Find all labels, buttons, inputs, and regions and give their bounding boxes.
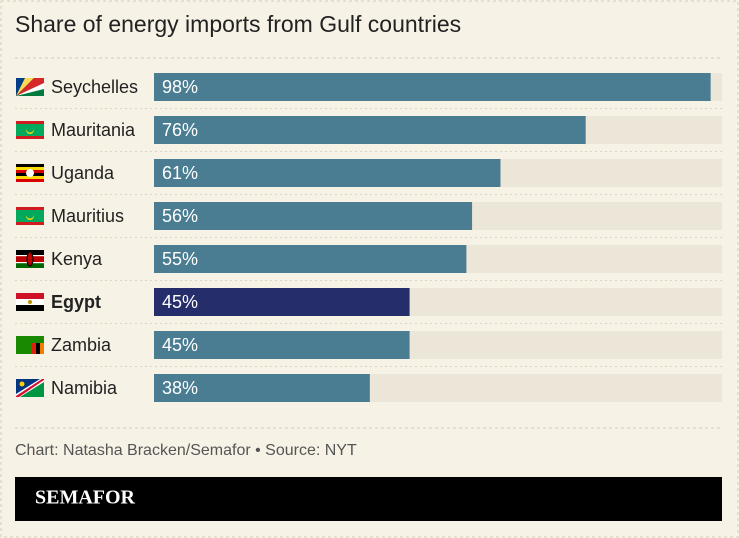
flag: [16, 121, 44, 139]
bar: [154, 245, 467, 273]
category-label: Mauritania: [51, 120, 136, 140]
value-label: 61%: [162, 163, 198, 183]
flag: [16, 207, 44, 225]
value-label: 45%: [162, 292, 198, 312]
value-label: 76%: [162, 120, 198, 140]
bar: [154, 116, 586, 144]
bar: [154, 374, 370, 402]
brand-band: [15, 477, 722, 521]
category-label: Zambia: [51, 335, 112, 355]
flag: [16, 293, 44, 311]
value-label: 56%: [162, 206, 198, 226]
flag: [16, 164, 44, 182]
category-label: Mauritius: [51, 206, 124, 226]
chart-title: Share of energy imports from Gulf countr…: [15, 11, 461, 37]
category-label: Seychelles: [51, 77, 138, 97]
bar: [154, 73, 711, 101]
category-label: Uganda: [51, 163, 115, 183]
brand-logo: SEMAFOR: [35, 487, 136, 509]
bar: [154, 288, 410, 316]
value-label: 55%: [162, 249, 198, 269]
bar: [154, 331, 410, 359]
flag: [16, 336, 44, 354]
source: Chart: Natasha Bracken/Semafor • Source:…: [15, 442, 357, 459]
category-label: Namibia: [51, 378, 118, 398]
value-label: 98%: [162, 77, 198, 97]
value-label: 38%: [162, 378, 198, 398]
category-label: Egypt: [51, 292, 101, 312]
flag: [16, 78, 44, 96]
flag: [16, 379, 44, 397]
flag: [16, 250, 44, 268]
value-label: 45%: [162, 335, 198, 355]
category-label: Kenya: [51, 249, 103, 269]
bar: [154, 202, 473, 230]
bar: [154, 159, 501, 187]
